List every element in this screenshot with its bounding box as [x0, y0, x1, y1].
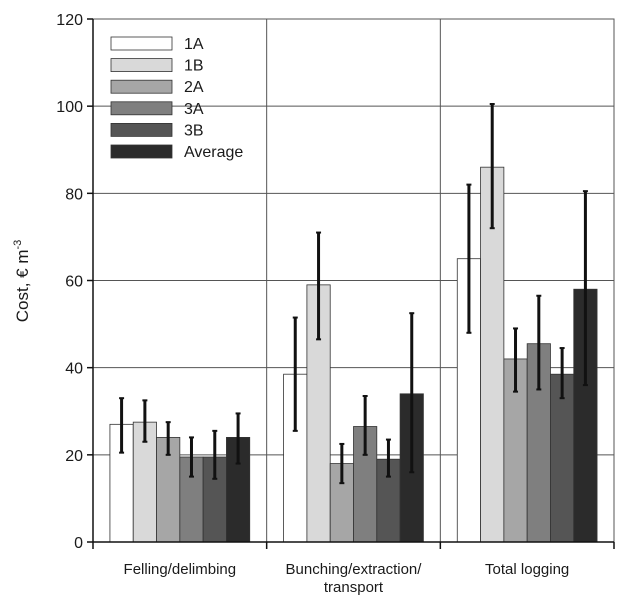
legend: 1A 1B 2A 3A 3B Average: [110, 36, 243, 161]
axes: 0 20 40 60 80 100 120 Felling/delimbing Bunching…: [56, 12, 615, 596]
legend-label: 1A: [184, 36, 204, 53]
y-tick-label: 100: [56, 99, 83, 116]
y-tick-label: 0: [74, 535, 83, 552]
legend-swatch: [110, 144, 173, 159]
y-tick-label: 120: [56, 12, 83, 29]
legend-label: Average: [184, 144, 243, 161]
legend-swatch: [110, 123, 173, 137]
legend-label: 1B: [184, 58, 204, 75]
bars: [109, 166, 598, 543]
legend-swatch: [110, 36, 173, 51]
x-category-label: transport: [324, 579, 384, 596]
y-tick-label: 60: [65, 274, 83, 291]
bar: [550, 373, 575, 543]
y-tick-label: 80: [65, 186, 83, 203]
y-tick-label: 20: [65, 448, 83, 465]
legend-swatch: [110, 101, 173, 116]
x-category-label: Bunching/extraction/: [286, 561, 423, 578]
error-bars: [119, 102, 588, 485]
legend-label: 2A: [184, 79, 204, 96]
legend-swatch: [110, 79, 173, 94]
y-axis-title: Cost, € m-3: [12, 240, 32, 323]
x-category-label: Total logging: [485, 561, 569, 578]
legend-label: 3A: [184, 101, 204, 118]
legend-swatch: [110, 58, 173, 72]
legend-label: 3B: [184, 122, 204, 139]
x-category-label: Felling/delimbing: [124, 561, 237, 578]
y-tick-label: 40: [65, 361, 83, 378]
